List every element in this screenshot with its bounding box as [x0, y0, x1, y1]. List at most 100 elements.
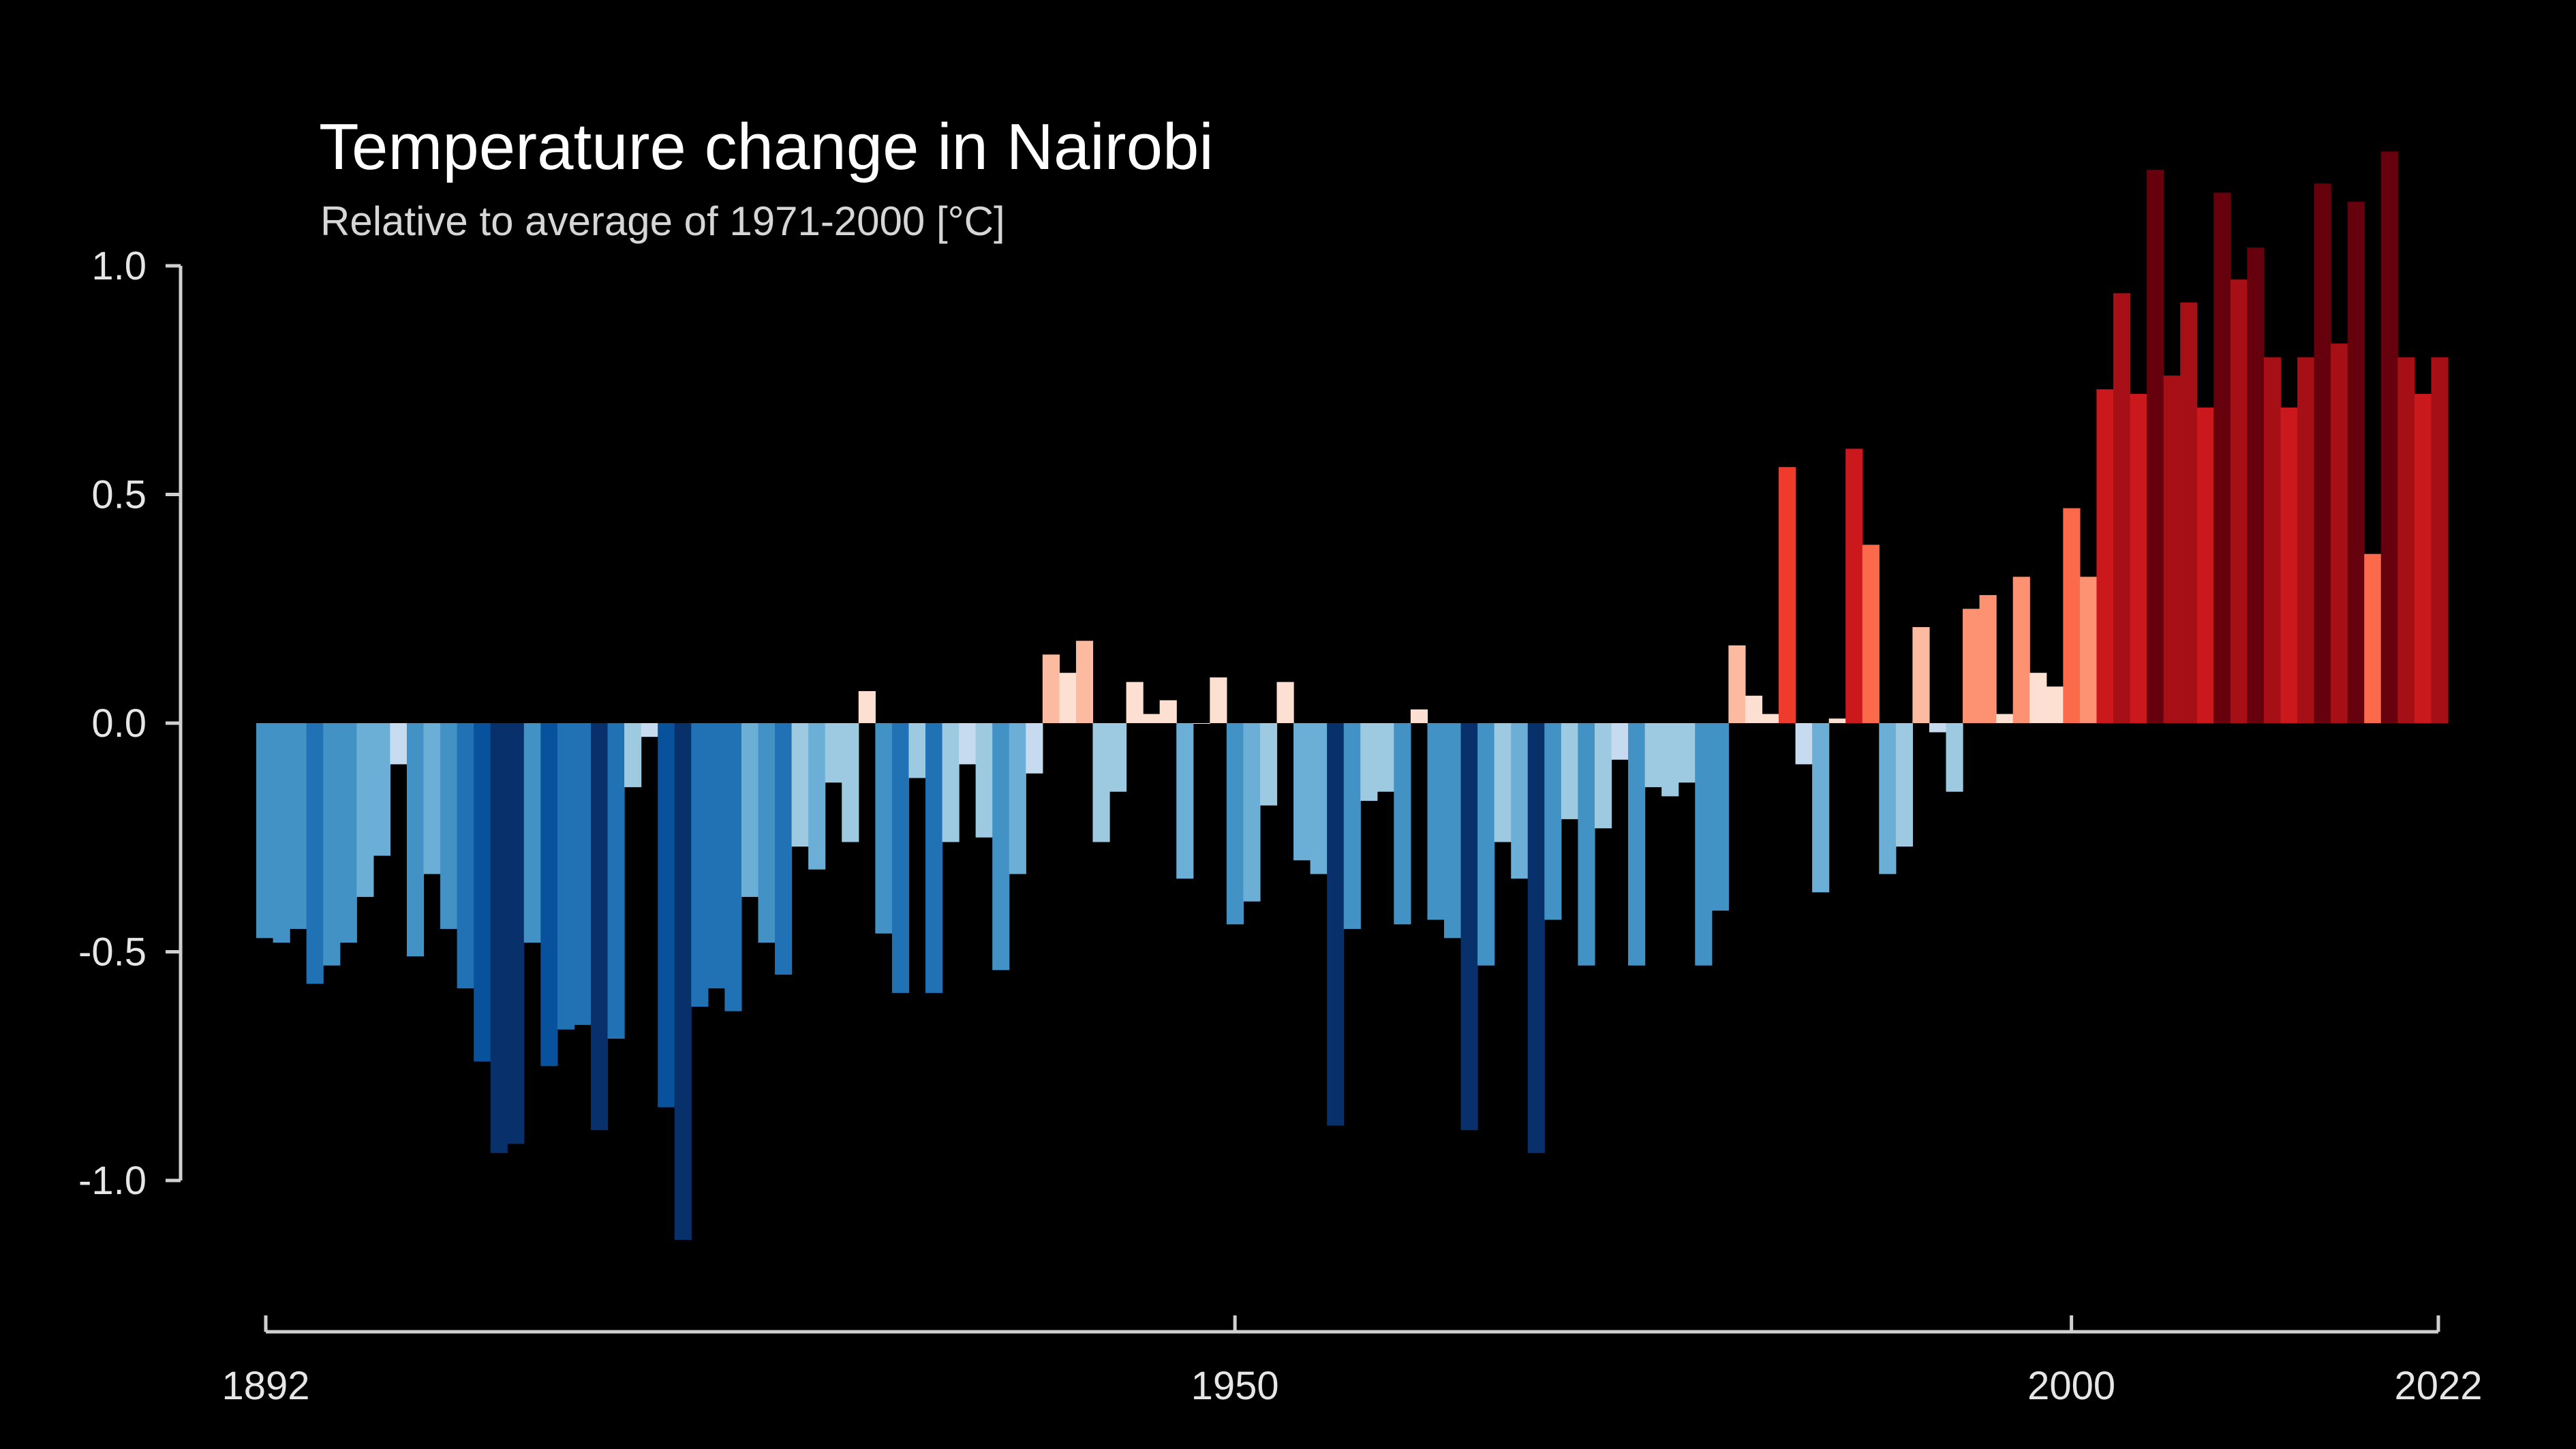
x-tick-label: 1892 — [221, 1364, 309, 1408]
bar-1960 — [1394, 723, 1411, 925]
bar-1900 — [390, 723, 408, 765]
bar-1989 — [1879, 723, 1897, 874]
bar-1958 — [1360, 723, 1378, 802]
x-tick-label: 1950 — [1191, 1364, 1279, 1408]
bar-1931 — [908, 723, 926, 778]
bar-1999 — [2046, 686, 2064, 723]
bar-1895 — [306, 723, 324, 984]
bar-1927 — [842, 723, 859, 842]
bar-2004 — [2130, 393, 2147, 723]
bar-1902 — [423, 723, 441, 874]
bar-1964 — [1460, 723, 1478, 1131]
bar-1945 — [1143, 714, 1161, 723]
bar-1975 — [1644, 723, 1662, 787]
bar-1971 — [1578, 723, 1595, 966]
bar-1977 — [1678, 723, 1696, 783]
y-tick-label: -1.0 — [78, 1159, 147, 1203]
bar-2012 — [2263, 357, 2282, 723]
bar-2001 — [2079, 577, 2098, 723]
bar-1892 — [256, 723, 274, 939]
bar-1922 — [758, 723, 776, 943]
bar-1990 — [1895, 723, 1914, 847]
y-ticks: 1.0 0.5 0.0 -0.5 -1.0 — [78, 244, 181, 1203]
bar-1919 — [707, 723, 725, 989]
bar-1955 — [1310, 723, 1328, 874]
bar-1909 — [540, 723, 558, 1067]
bar-1912 — [590, 723, 609, 1131]
bar-1921 — [741, 723, 759, 897]
bar-2007 — [2180, 302, 2198, 723]
bar-2022 — [2431, 357, 2449, 723]
bar-2009 — [2213, 192, 2231, 723]
x-tick-label: 2000 — [2027, 1364, 2115, 1408]
bar-1988 — [1862, 545, 1880, 723]
bar-1928 — [858, 691, 876, 723]
bars-group — [256, 151, 2449, 1240]
bar-1987 — [1845, 448, 1863, 723]
bar-1970 — [1561, 723, 1579, 819]
bar-2005 — [2147, 170, 2164, 724]
bar-2019 — [2380, 151, 2398, 723]
bar-1947 — [1176, 723, 1194, 879]
bar-2002 — [2096, 389, 2114, 723]
bar-2016 — [2331, 344, 2348, 723]
bar-1985 — [1812, 723, 1830, 893]
bar-1965 — [1477, 723, 1495, 966]
bar-1972 — [1594, 723, 1612, 829]
bar-1916 — [658, 723, 675, 1108]
bar-1982 — [1762, 714, 1779, 723]
bar-1907 — [507, 723, 525, 1144]
bar-1948 — [1193, 723, 1210, 724]
bar-1984 — [1795, 723, 1813, 765]
bar-1973 — [1611, 723, 1629, 760]
bar-1993 — [1946, 723, 1963, 792]
bar-1995 — [1979, 595, 1997, 723]
bar-2000 — [2063, 508, 2081, 723]
bar-1950 — [1226, 723, 1244, 925]
bar-1933 — [942, 723, 960, 842]
bar-2017 — [2347, 202, 2365, 723]
bar-1937 — [1009, 723, 1026, 874]
bar-1914 — [624, 723, 642, 787]
bar-1939 — [1042, 654, 1060, 723]
bar-1942 — [1092, 723, 1110, 842]
bar-1992 — [1929, 723, 1947, 733]
bar-1991 — [1912, 627, 1930, 723]
bar-1894 — [290, 723, 307, 929]
bar-1898 — [356, 723, 374, 897]
bar-1976 — [1661, 723, 1679, 797]
bar-1957 — [1343, 723, 1361, 929]
bar-1936 — [992, 723, 1010, 971]
bar-1906 — [490, 723, 508, 1153]
bar-1932 — [925, 723, 943, 993]
bar-1910 — [557, 723, 575, 1030]
bar-2021 — [2414, 393, 2432, 723]
bar-1943 — [1109, 723, 1127, 792]
bar-2011 — [2247, 247, 2265, 723]
bar-1951 — [1243, 723, 1261, 902]
bar-1953 — [1276, 682, 1294, 723]
bar-2006 — [2163, 376, 2181, 723]
bar-1930 — [891, 723, 910, 993]
bar-1980 — [1728, 645, 1746, 723]
bar-1956 — [1327, 723, 1345, 1126]
bar-1941 — [1075, 641, 1094, 723]
bar-1968 — [1527, 723, 1545, 1153]
bar-1963 — [1444, 723, 1462, 939]
bar-1893 — [273, 723, 290, 943]
bar-1905 — [474, 723, 491, 1062]
bar-1969 — [1544, 723, 1562, 920]
bar-2003 — [2113, 293, 2131, 723]
bar-1935 — [975, 723, 993, 838]
bar-1962 — [1427, 723, 1445, 920]
bar-1949 — [1210, 677, 1227, 723]
bar-1998 — [2029, 673, 2047, 723]
bar-2008 — [2196, 408, 2214, 723]
bar-2010 — [2230, 279, 2248, 723]
bar-1961 — [1410, 709, 1428, 723]
bar-1911 — [574, 723, 592, 1025]
y-tick-label: -0.5 — [78, 930, 147, 975]
bar-1967 — [1511, 723, 1529, 879]
bar-1915 — [641, 723, 658, 737]
